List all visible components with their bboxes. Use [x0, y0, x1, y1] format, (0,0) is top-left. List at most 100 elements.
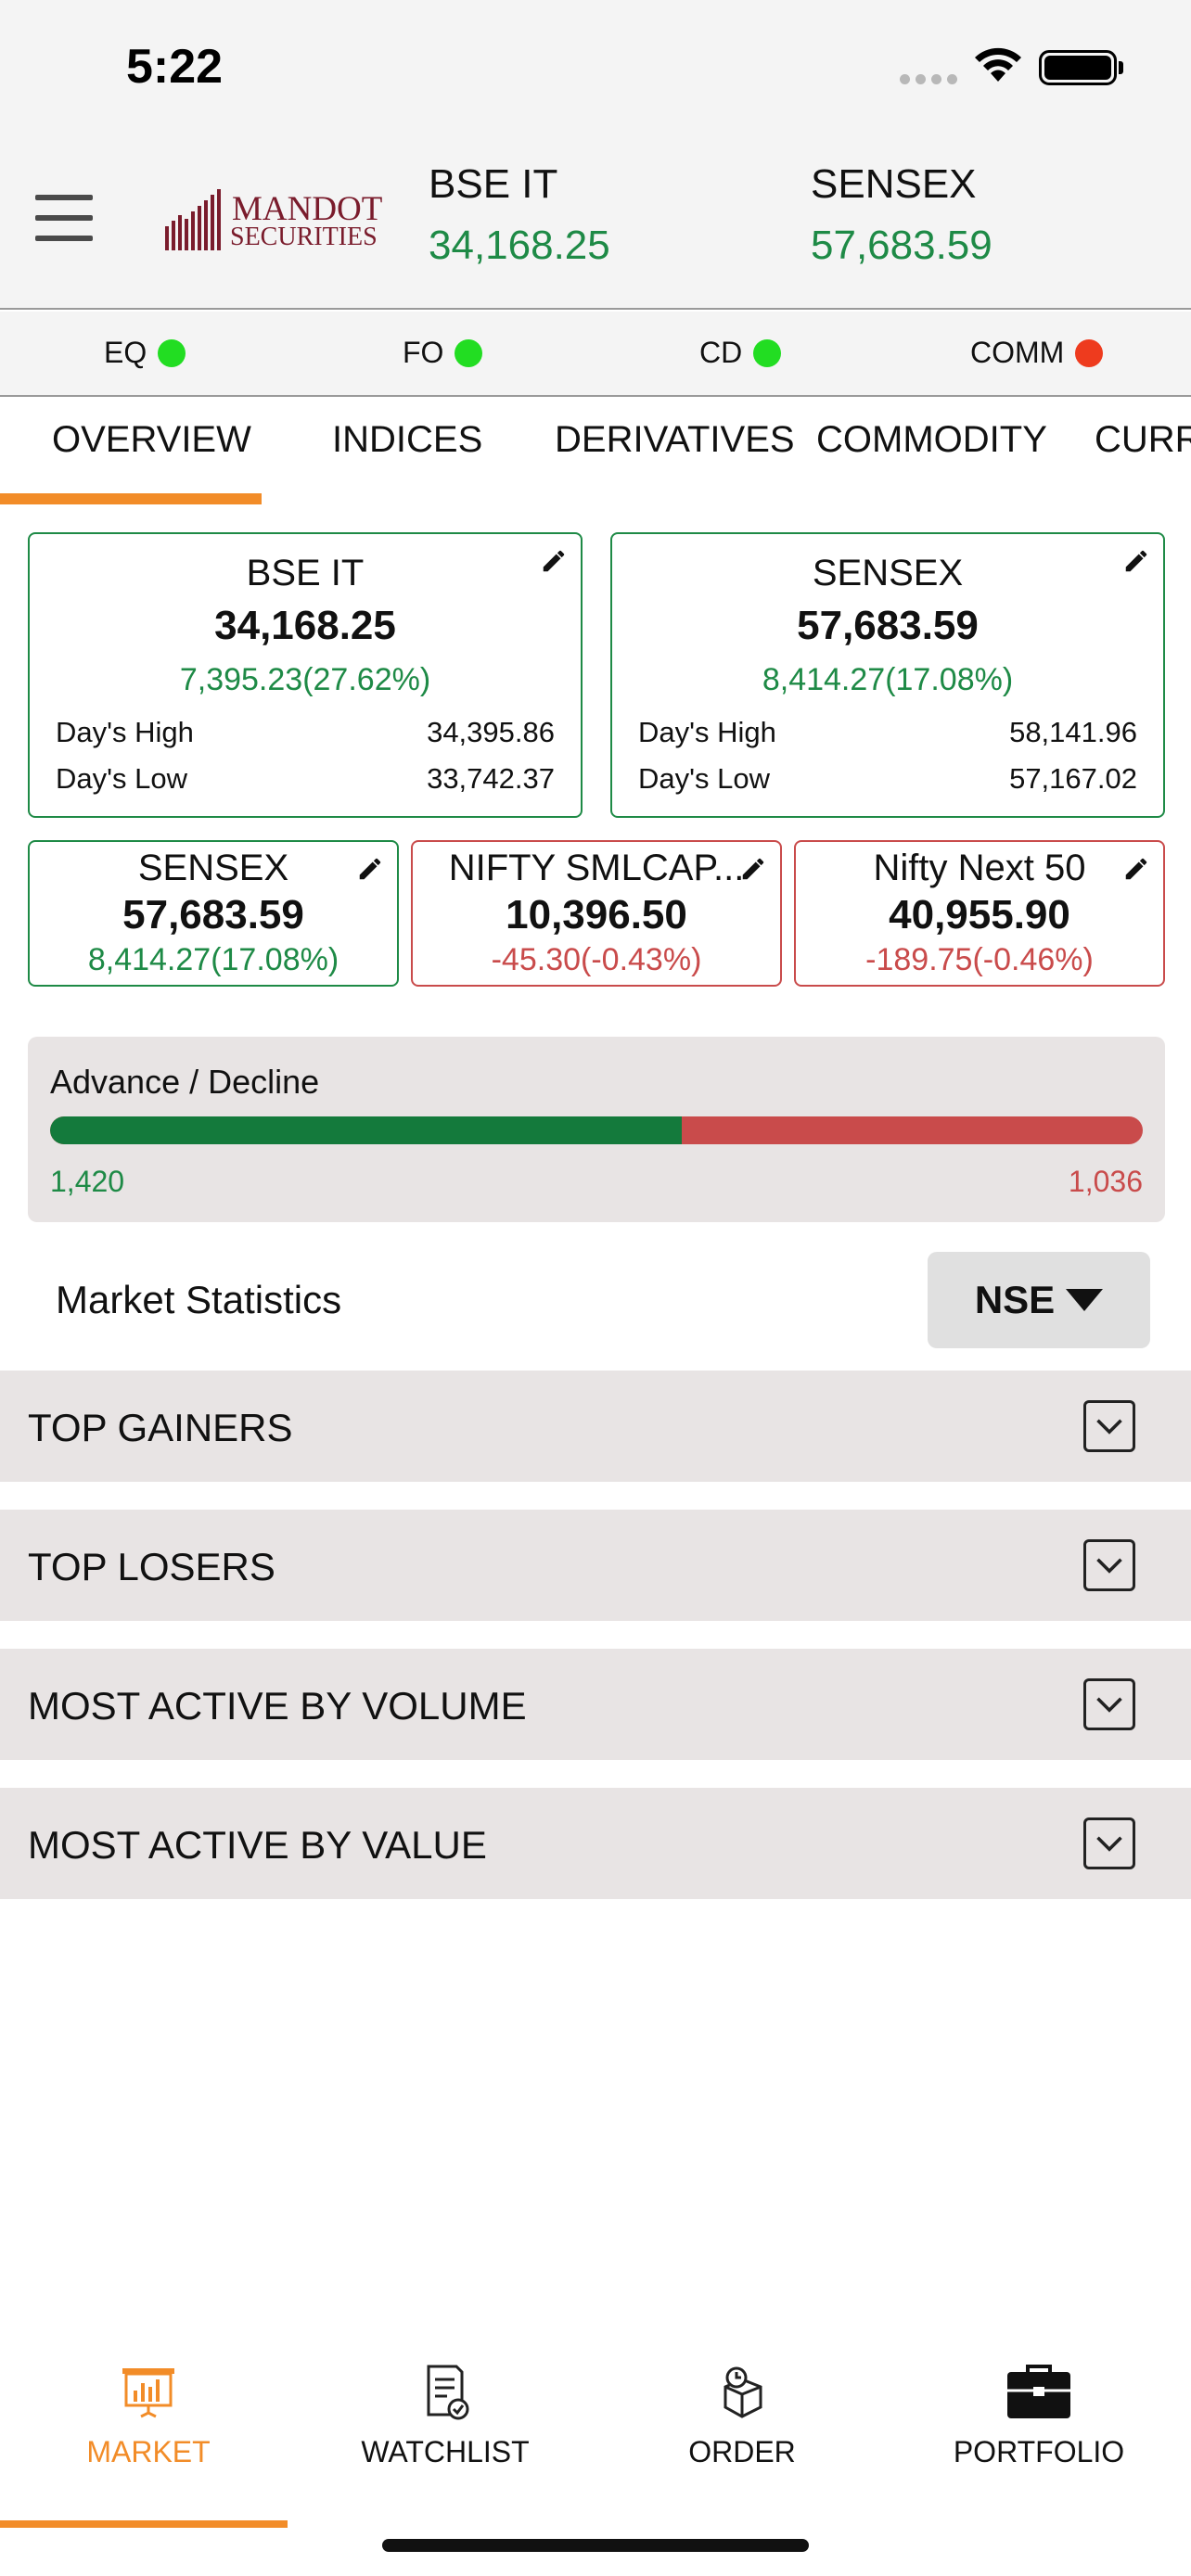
advance-decline-title: Advance / Decline: [50, 1063, 320, 1101]
exchange-status-fo: FO: [403, 336, 483, 370]
logo-text-primary: MANDOT: [232, 190, 383, 228]
watchlist-icon: [427, 2365, 469, 2420]
index-name: BSE IT: [246, 553, 365, 593]
chevron-down-icon[interactable]: [1083, 1817, 1135, 1869]
company-logo: MANDOT SECURITIES: [163, 185, 382, 254]
section-most-active-value[interactable]: MOST ACTIVE BY VALUE: [0, 1788, 1191, 1899]
edit-icon[interactable]: [1122, 855, 1150, 883]
exchange-select-value: NSE: [974, 1278, 1056, 1321]
header-index-name: BSE IT: [429, 161, 558, 207]
index-change: 7,395.23(27.62%): [179, 662, 431, 697]
nav-label: WATCHLIST: [361, 2435, 530, 2468]
index-name: NIFTY SMLCAP...: [448, 848, 745, 888]
exchange-status-comm: COMM: [970, 336, 1104, 370]
advance-fill: [50, 1116, 682, 1144]
days-high-row: Day's High 34,395.86: [56, 716, 555, 749]
status-dot-icon: [1075, 338, 1104, 367]
menu-icon[interactable]: [35, 195, 93, 241]
portfolio-icon: [1007, 2365, 1070, 2418]
index-card-small[interactable]: Nifty Next 50 40,955.90 -189.75(-0.46%): [794, 840, 1165, 987]
tab-derivatives[interactable]: DERIVATIVES: [555, 419, 795, 460]
index-card-small[interactable]: NIFTY SMLCAP... 10,396.50 -45.30(-0.43%): [411, 840, 782, 987]
index-value: 57,683.59: [122, 892, 304, 937]
section-label: TOP GAINERS: [28, 1406, 293, 1449]
index-change: 8,414.27(17.08%): [87, 942, 339, 977]
exchange-label: FO: [403, 336, 444, 369]
advance-decline-bar: [50, 1116, 1143, 1144]
days-low-row: Day's Low 57,167.02: [638, 762, 1137, 796]
nav-watchlist[interactable]: WATCHLIST: [297, 2363, 594, 2469]
index-value: 34,168.25: [214, 603, 396, 648]
status-dot-icon: [753, 338, 782, 367]
exchange-select[interactable]: NSE: [928, 1252, 1150, 1348]
tab-indices[interactable]: INDICES: [332, 419, 483, 460]
index-value: 40,955.90: [889, 892, 1070, 937]
exchange-status-eq: EQ: [104, 336, 186, 370]
active-tab-indicator: [0, 493, 262, 504]
section-label: MOST ACTIVE BY VOLUME: [28, 1684, 527, 1728]
index-card-small[interactable]: SENSEX 57,683.59 8,414.27(17.08%): [28, 840, 399, 987]
tab-overview[interactable]: OVERVIEW: [52, 419, 251, 460]
edit-icon[interactable]: [1122, 547, 1150, 575]
header-index-2[interactable]: SENSEX 57,683.59: [811, 161, 992, 269]
cellular-signal-icon: [900, 74, 957, 84]
advance-count: 1,420: [50, 1165, 125, 1198]
chevron-down-icon[interactable]: [1083, 1678, 1135, 1730]
edit-icon[interactable]: [739, 855, 767, 883]
days-high-row: Day's High 58,141.96: [638, 716, 1137, 749]
days-low-label: Day's Low: [56, 762, 188, 795]
days-high-value: 58,141.96: [1009, 716, 1137, 748]
section-top-losers[interactable]: TOP LOSERS: [0, 1510, 1191, 1621]
app-header: MANDOT SECURITIES BSE IT 34,168.25 SENSE…: [0, 139, 1191, 310]
dropdown-triangle-icon: [1066, 1289, 1104, 1311]
index-name: SENSEX: [137, 848, 289, 888]
nav-label: PORTFOLIO: [953, 2435, 1125, 2468]
index-name: Nifty Next 50: [873, 848, 1086, 888]
battery-icon: [1039, 50, 1117, 85]
index-value: 10,396.50: [506, 892, 687, 937]
status-dot-icon: [158, 338, 186, 367]
days-high-label: Day's High: [56, 716, 194, 748]
days-high-value: 34,395.86: [427, 716, 555, 748]
index-change: -45.30(-0.43%): [491, 942, 702, 977]
wifi-icon: [975, 47, 1021, 82]
nav-order[interactable]: ORDER: [594, 2363, 890, 2469]
header-index-name: SENSEX: [811, 161, 977, 207]
days-low-label: Day's Low: [638, 762, 771, 795]
home-indicator: [382, 2539, 809, 2552]
tab-currency[interactable]: CURRI: [1095, 419, 1191, 460]
edit-icon[interactable]: [356, 855, 384, 883]
exchange-status-cd: CD: [699, 336, 782, 370]
chevron-down-icon[interactable]: [1083, 1539, 1135, 1591]
advance-decline-panel: Advance / Decline 1,420 1,036: [28, 1037, 1165, 1222]
nav-portfolio[interactable]: PORTFOLIO: [890, 2363, 1187, 2469]
header-index-value: 57,683.59: [811, 223, 992, 268]
nav-market[interactable]: MARKET: [0, 2363, 297, 2469]
index-card-large[interactable]: BSE IT 34,168.25 7,395.23(27.62%) Day's …: [28, 532, 583, 818]
edit-icon[interactable]: [540, 547, 568, 575]
exchange-label: CD: [699, 336, 743, 369]
market-tabs: OVERVIEW INDICES DERIVATIVES COMMODITY C…: [0, 399, 1191, 506]
days-low-value: 57,167.02: [1009, 762, 1137, 795]
days-low-value: 33,742.37: [427, 762, 555, 795]
market-icon: [122, 2368, 174, 2418]
days-high-label: Day's High: [638, 716, 776, 748]
section-most-active-volume[interactable]: MOST ACTIVE BY VOLUME: [0, 1649, 1191, 1760]
header-index-1[interactable]: BSE IT 34,168.25: [429, 161, 610, 269]
battery-tip: [1119, 61, 1123, 74]
header-index-value: 34,168.25: [429, 223, 610, 268]
index-name: SENSEX: [812, 553, 964, 593]
chevron-down-icon[interactable]: [1083, 1400, 1135, 1452]
section-top-gainers[interactable]: TOP GAINERS: [0, 1371, 1191, 1482]
status-bar: 5:22: [0, 0, 1191, 139]
index-change: 8,414.27(17.08%): [762, 662, 1014, 697]
index-card-large[interactable]: SENSEX 57,683.59 8,414.27(17.08%) Day's …: [610, 532, 1165, 818]
exchange-label: EQ: [104, 336, 147, 369]
bottom-navigation: MARKET WATCHLIST ORDER: [0, 2346, 1191, 2576]
status-time: 5:22: [126, 40, 224, 94]
exchange-status-bar: EQ FO CD COMM: [0, 312, 1191, 397]
tab-commodity[interactable]: COMMODITY: [816, 419, 1047, 460]
logo-text-secondary: SECURITIES: [230, 223, 378, 251]
exchange-label: COMM: [970, 336, 1065, 369]
